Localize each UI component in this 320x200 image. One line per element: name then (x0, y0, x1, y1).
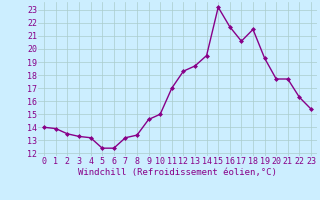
X-axis label: Windchill (Refroidissement éolien,°C): Windchill (Refroidissement éolien,°C) (78, 168, 277, 177)
